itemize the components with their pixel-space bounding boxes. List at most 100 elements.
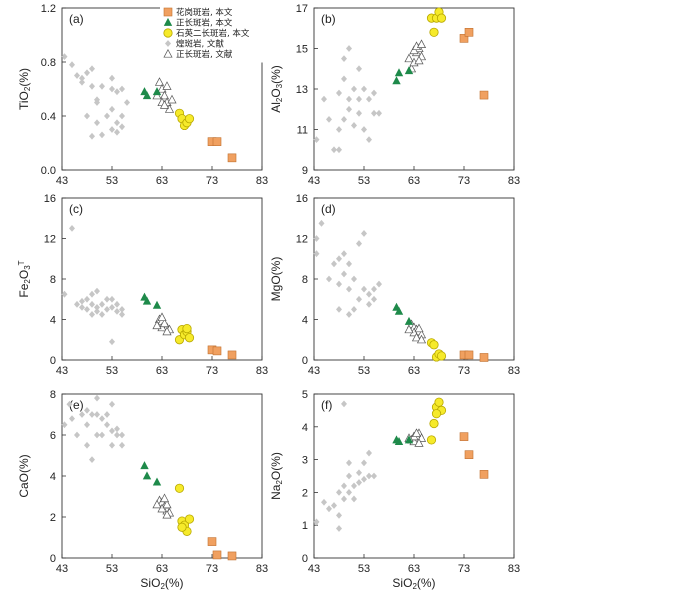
quartz-monzonite-porphyry-point bbox=[429, 340, 439, 350]
lamprophyre-lit-point bbox=[371, 89, 377, 97]
lamprophyre-lit-point bbox=[341, 75, 347, 83]
lamprophyre-lit-point bbox=[119, 305, 125, 313]
quartz-monzonite-porphyry-point bbox=[426, 435, 437, 445]
orthoclase-porphyry-lit-point bbox=[411, 428, 422, 437]
lamprophyre-lit-point bbox=[94, 411, 100, 418]
y-tick-label: 1 bbox=[302, 520, 308, 532]
legend-box bbox=[160, 6, 264, 63]
lamprophyre-lit-point bbox=[66, 400, 73, 408]
lamprophyre-lit-point bbox=[114, 308, 120, 315]
y-tick-label: 6 bbox=[50, 430, 56, 442]
panel-d: 43 53 63 73 83 0 4 8 12 16 (d) MgO(%) bbox=[269, 193, 520, 377]
lamprophyre-lit-point bbox=[356, 469, 362, 477]
lamprophyre-lit-point bbox=[74, 72, 80, 79]
lamprophyre-lit-point bbox=[336, 489, 342, 496]
x-tick-label: 73 bbox=[458, 563, 470, 575]
panel-e: 43 53 63 73 83 0 2 4 6 8 (e) CaO(%) SiO2(%) bbox=[17, 389, 268, 591]
y-tick-label: 0 bbox=[302, 355, 308, 367]
orthoclase-porphyry-lit-point bbox=[159, 100, 170, 109]
quartz-monzonite-porphyry-point bbox=[184, 114, 195, 124]
orthoclase-porphyry-lit-point bbox=[159, 493, 170, 503]
lamprophyre-lit-point bbox=[119, 431, 125, 439]
orthoclase-porphyry-lit-point bbox=[152, 320, 162, 330]
lamprophyre-lit-point bbox=[94, 394, 100, 402]
lamprophyre-lit-point bbox=[99, 131, 105, 139]
orthoclase-porphyry-point bbox=[394, 436, 404, 445]
orthoclase-porphyry-point bbox=[404, 66, 414, 75]
lamprophyre-lit-point bbox=[89, 411, 95, 418]
orthoclase-porphyry-point bbox=[404, 435, 414, 444]
lamprophyre-lit-point bbox=[351, 482, 357, 490]
lamprophyre-lit-point bbox=[366, 95, 372, 103]
x-tick-label: 63 bbox=[156, 563, 168, 575]
orthoclase-porphyry-point bbox=[152, 300, 162, 309]
lamprophyre-lit-point bbox=[366, 290, 372, 298]
lamprophyre-lit-point bbox=[341, 400, 347, 408]
lamprophyre-lit-point bbox=[104, 421, 110, 429]
granite-porphyry-point bbox=[212, 137, 222, 146]
x-axis-label: SiO2(%) bbox=[140, 576, 183, 591]
lamprophyre-lit-point bbox=[313, 235, 320, 242]
panel-label: (f) bbox=[321, 398, 332, 412]
y-tick-label: 16 bbox=[44, 193, 56, 205]
y-tick-label: 2 bbox=[50, 512, 56, 524]
lamprophyre-lit-point bbox=[119, 311, 125, 318]
lamprophyre-lit-point bbox=[361, 475, 367, 483]
orthoclase-porphyry-lit-point bbox=[414, 323, 424, 333]
x-tick-label: 73 bbox=[458, 175, 470, 187]
legend-marker-quartz-monzonite-porphyry bbox=[163, 28, 173, 38]
lamprophyre-lit-point bbox=[114, 128, 120, 136]
x-tick-label: 83 bbox=[508, 175, 520, 187]
lamprophyre-lit-point bbox=[361, 85, 367, 93]
granite-porphyry-point bbox=[479, 353, 489, 362]
orthoclase-porphyry-point bbox=[394, 68, 404, 77]
lamprophyre-lit-point bbox=[331, 146, 337, 154]
panel-label: (d) bbox=[321, 202, 336, 216]
lamprophyre-lit-point bbox=[351, 495, 357, 503]
y-tick-label: 0.0 bbox=[41, 165, 56, 177]
lamprophyre-lit-point bbox=[346, 489, 352, 496]
x-tick-label: 53 bbox=[106, 365, 118, 377]
lamprophyre-lit-point bbox=[84, 407, 90, 414]
granite-porphyry-point bbox=[464, 27, 474, 37]
lamprophyre-lit-point bbox=[114, 425, 120, 433]
x-tick-label: 63 bbox=[408, 175, 420, 187]
x-axis-label: SiO2(%) bbox=[392, 576, 435, 591]
panel-label: (a) bbox=[69, 12, 84, 26]
orthoclase-porphyry-lit-point bbox=[162, 81, 172, 90]
lamprophyre-lit-point bbox=[99, 431, 105, 439]
y-tick-label: 17 bbox=[296, 3, 308, 15]
lamprophyre-lit-point bbox=[351, 305, 357, 313]
panel-label: (c) bbox=[69, 202, 83, 216]
y-tick-label: 12 bbox=[296, 234, 308, 246]
lamprophyre-lit-point bbox=[331, 502, 337, 509]
lamprophyre-lit-point bbox=[84, 69, 90, 77]
lamprophyre-lit-point bbox=[356, 240, 362, 247]
lamprophyre-lit-point bbox=[61, 421, 68, 429]
granite-porphyry-point bbox=[459, 432, 469, 441]
lamprophyre-lit-point bbox=[94, 119, 100, 127]
legend-marker-lamprophyre-lit bbox=[165, 40, 171, 47]
lamprophyre-lit-point bbox=[361, 230, 367, 237]
x-tick-label: 53 bbox=[106, 175, 118, 187]
lamprophyre-lit-point bbox=[371, 285, 377, 293]
lamprophyre-lit-point bbox=[119, 85, 125, 93]
lamprophyre-lit-point bbox=[313, 136, 320, 144]
y-tick-label: 15 bbox=[296, 44, 308, 56]
legend-label: 煌斑岩, 文献 bbox=[176, 39, 224, 50]
lamprophyre-lit-point bbox=[341, 270, 347, 278]
y-tick-label: 1.2 bbox=[41, 3, 56, 15]
lamprophyre-lit-point bbox=[356, 65, 362, 73]
quartz-monzonite-porphyry-point bbox=[431, 409, 442, 419]
lamprophyre-lit-point bbox=[109, 74, 115, 82]
lamprophyre-lit-point bbox=[109, 126, 115, 133]
x-tick-label: 83 bbox=[256, 365, 268, 377]
lamprophyre-lit-point bbox=[119, 112, 125, 120]
lamprophyre-lit-point bbox=[124, 99, 130, 106]
orthoclase-porphyry-lit-point bbox=[162, 499, 172, 509]
lamprophyre-lit-point bbox=[336, 255, 342, 263]
y-axis-label: Na2O(%) bbox=[269, 452, 284, 500]
lamprophyre-lit-point bbox=[336, 525, 342, 532]
lamprophyre-lit-point bbox=[346, 95, 352, 103]
